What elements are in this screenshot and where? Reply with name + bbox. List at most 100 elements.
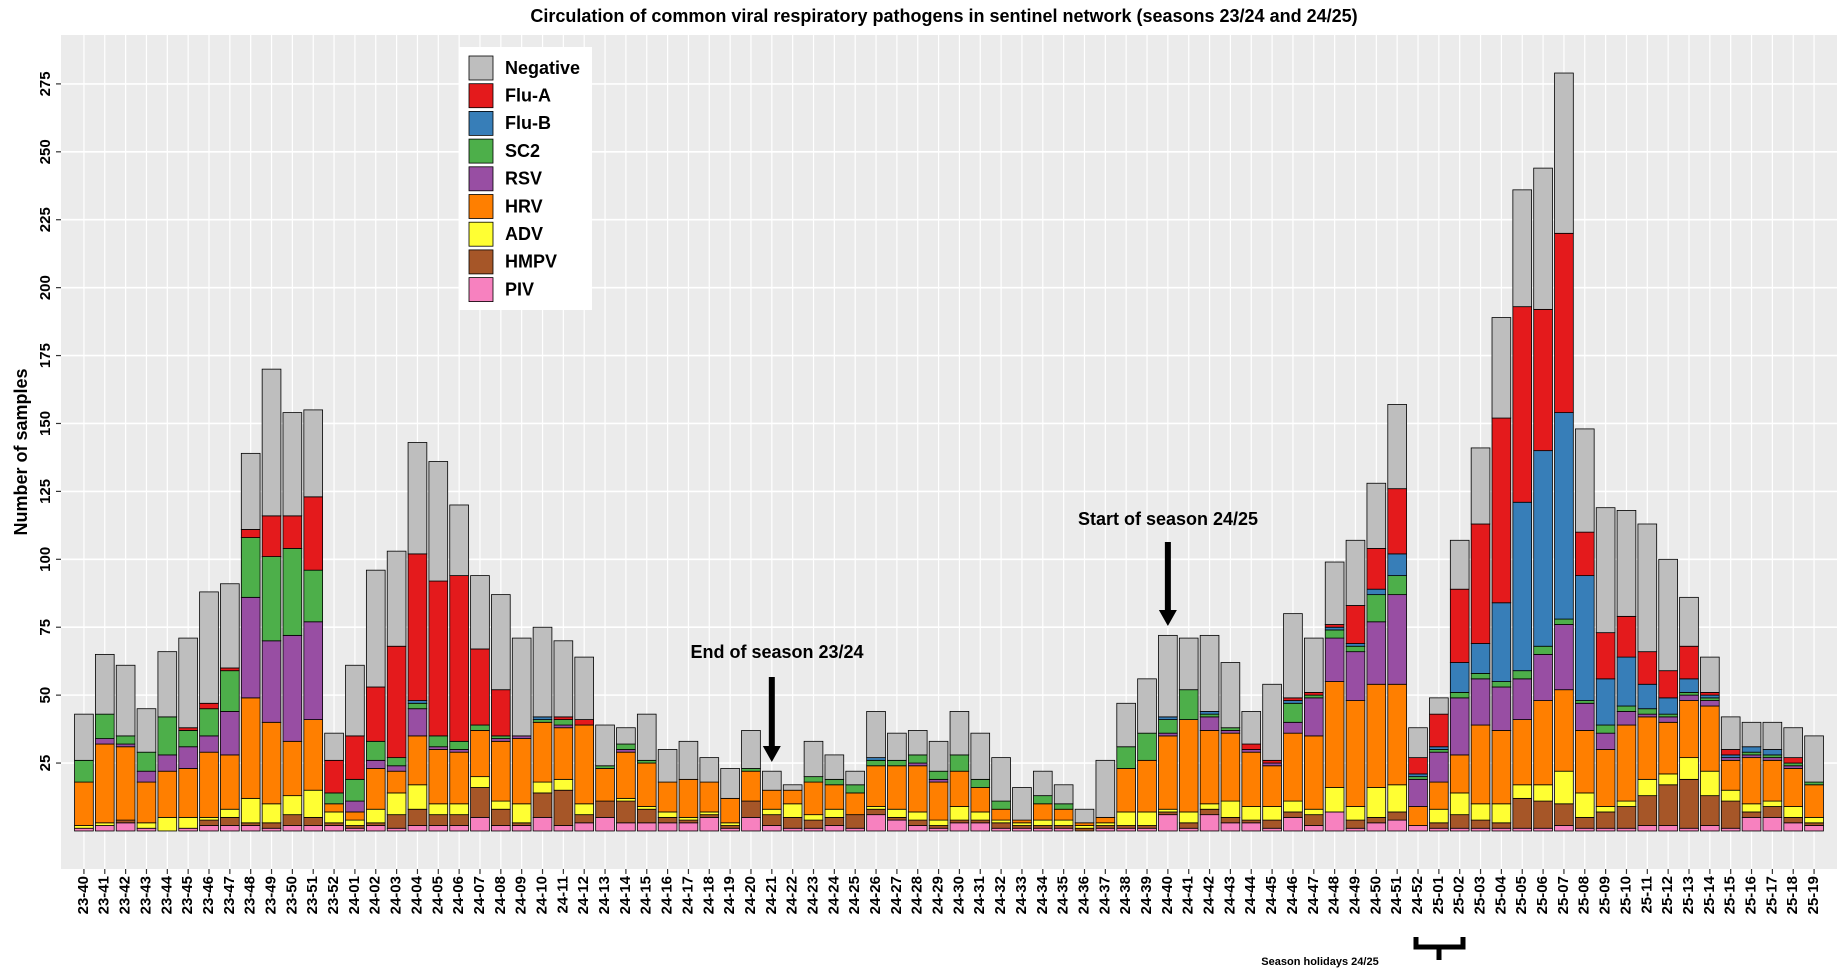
bar-segment: [1449, 814, 1470, 829]
x-tick-label: 25-12: [1659, 876, 1676, 914]
bar-segment: [1679, 757, 1699, 780]
bar-segment: [1199, 634, 1220, 712]
bar-segment: [1345, 819, 1366, 829]
bar-segment: [1679, 678, 1699, 693]
bar-segment: [1491, 730, 1512, 805]
bar-segment: [1137, 732, 1157, 761]
bar-segment: [449, 575, 469, 742]
bar-segment: [449, 740, 469, 750]
bar-segment: [491, 740, 511, 802]
bar-segment: [1720, 757, 1741, 761]
bar-segment: [1178, 689, 1199, 720]
annotation: Start of season 24/25: [1078, 509, 1258, 529]
bar-segment: [261, 827, 282, 832]
bar-segment: [157, 770, 178, 818]
bar-segment: [428, 461, 449, 582]
bar-segment: [1283, 613, 1303, 699]
bar-segment: [1262, 827, 1282, 832]
bar-segment: [1679, 645, 1699, 680]
bar-segment: [428, 814, 449, 826]
legend-label: ADV: [505, 224, 543, 244]
x-tick-label: 25-08: [1576, 876, 1593, 914]
bar-segment: [949, 754, 970, 772]
bar-segment: [220, 667, 240, 672]
bar-segment: [1554, 770, 1574, 805]
bar-segment: [345, 735, 365, 780]
bar-segment: [1679, 700, 1699, 759]
bar-segment: [636, 759, 657, 764]
bar-segment: [220, 808, 240, 818]
bar-segment: [824, 754, 845, 780]
bar-segment: [1178, 637, 1199, 691]
bar-segment: [907, 762, 928, 767]
bar-segment: [1408, 825, 1428, 832]
bar-segment: [157, 754, 178, 772]
x-tick-label: 24-36: [1075, 876, 1092, 914]
bar-segment: [1095, 822, 1116, 826]
x-tick-label: 24-52: [1409, 876, 1426, 914]
bar-segment: [1574, 827, 1595, 832]
bar-segment: [741, 730, 761, 769]
bar-segment: [1429, 697, 1449, 715]
bar-segment: [199, 702, 219, 710]
bar-segment: [220, 816, 240, 826]
legend-swatch: [468, 194, 494, 219]
bar-segment: [1220, 662, 1241, 729]
legend-swatch: [468, 277, 494, 303]
annotation-arrowhead: [762, 746, 781, 762]
bar-segment: [1095, 827, 1116, 832]
bar-segment: [1658, 713, 1678, 718]
bar-segment: [1616, 711, 1637, 726]
bar-segment: [762, 770, 782, 791]
bar-segment: [720, 825, 740, 829]
x-tick-label: 24-21: [763, 876, 780, 914]
bar-segment: [1783, 768, 1804, 807]
bar-segment: [303, 816, 324, 826]
bar-segment: [928, 827, 949, 832]
bar-segment: [553, 724, 574, 729]
bar-segment: [261, 515, 282, 557]
bar-segment: [1533, 784, 1553, 802]
bar-segment: [866, 759, 886, 767]
x-tick-label: 24-12: [575, 876, 592, 914]
bar-segment: [1241, 822, 1262, 832]
bar-segment: [345, 819, 365, 826]
bar-segment: [907, 754, 928, 764]
bar-segment: [220, 583, 240, 669]
x-tick-label: 25-17: [1763, 876, 1780, 914]
bar-segment: [303, 719, 324, 791]
bar-segment: [1449, 662, 1470, 693]
x-tick-label: 24-47: [1305, 876, 1322, 914]
bar-segment: [74, 825, 94, 829]
bar-segment: [511, 637, 532, 737]
bar-segment: [1574, 792, 1595, 818]
bar-segment: [1345, 645, 1366, 653]
bar-segment: [1449, 539, 1470, 590]
bar-segment: [74, 713, 94, 761]
bar-segment: [282, 814, 303, 826]
bar-segment: [282, 515, 303, 549]
bar-segment: [511, 822, 532, 826]
bar-segment: [928, 770, 949, 780]
bar-segment: [1199, 808, 1220, 816]
bar-segment: [887, 819, 907, 832]
bar-segment: [553, 640, 574, 718]
bar-segment: [803, 740, 824, 778]
bar-segment: [240, 452, 261, 530]
bar-segment: [1449, 697, 1470, 756]
x-tick-label: 23-48: [242, 876, 259, 914]
bar-segment: [1616, 705, 1637, 712]
bar-segment: [782, 789, 803, 805]
bar-segment: [970, 819, 991, 824]
bar-segment: [1429, 713, 1449, 748]
bar-segment: [1324, 624, 1345, 628]
legend-label: SC2: [505, 141, 540, 161]
bar-segment: [970, 778, 991, 788]
x-tick-label: 23-43: [137, 876, 154, 914]
bar-segment: [595, 765, 615, 769]
bar-segment: [949, 806, 970, 821]
bar-segment: [1283, 721, 1303, 734]
bar-segment: [345, 800, 365, 813]
bar-segment: [1304, 692, 1324, 696]
